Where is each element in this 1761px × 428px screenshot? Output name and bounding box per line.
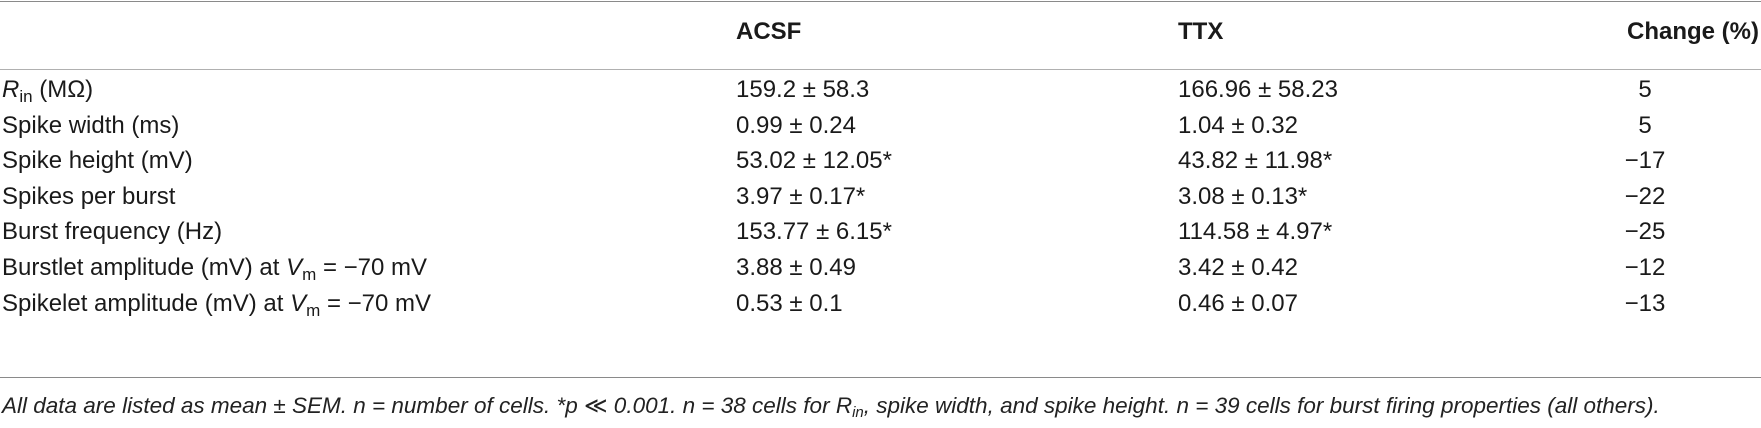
- change-value: 5: [1638, 76, 1652, 103]
- row-label-condition: = −70 mV: [320, 290, 432, 317]
- ttx-value: 1.04 ± 0.32: [1178, 112, 1298, 139]
- footnote-subscript: in: [852, 404, 864, 421]
- row-label-subscript: m: [306, 301, 321, 320]
- row-label-variable: V: [290, 290, 307, 317]
- column-header-ttx: TTX: [1178, 18, 1224, 45]
- change-value: −17: [1624, 147, 1666, 174]
- column-header-acsf: ACSF: [736, 18, 802, 45]
- row-label-unit: (MΩ): [32, 76, 94, 103]
- table-bottom-rule: [0, 377, 1761, 378]
- table-row: Burst frequency (Hz) 153.77 ± 6.15* 114.…: [0, 212, 1761, 252]
- footnote-text-start: All data are listed as mean ± SEM. n = n…: [2, 393, 853, 418]
- row-label-subscript: in: [19, 87, 33, 106]
- acsf-value: 53.02 ± 12.05*: [736, 147, 892, 174]
- acsf-value: 3.97 ± 0.17*: [736, 183, 866, 210]
- row-label: Spikelet amplitude (mV) at Vm = −70 mV: [2, 284, 431, 331]
- row-label-text: Burstlet amplitude (mV) at: [2, 254, 287, 281]
- acsf-value: 3.88 ± 0.49: [736, 254, 856, 281]
- table-row: Spike height (mV) 53.02 ± 12.05* 43.82 ±…: [0, 141, 1761, 181]
- ttx-value: 3.08 ± 0.13*: [1178, 183, 1308, 210]
- header-rule: [0, 69, 1761, 70]
- change-value: −13: [1624, 290, 1666, 317]
- row-label-variable: V: [286, 254, 303, 281]
- table-row: Spikelet amplitude (mV) at Vm = −70 mV 0…: [0, 284, 1761, 324]
- table-top-rule: [0, 1, 1761, 2]
- acsf-value: 153.77 ± 6.15*: [736, 218, 892, 245]
- acsf-value: 0.53 ± 0.1: [736, 290, 843, 317]
- footnote-text-end: , spike width, and spike height. n = 39 …: [863, 393, 1660, 418]
- ttx-value: 43.82 ± 11.98*: [1178, 147, 1333, 174]
- table-row: Burstlet amplitude (mV) at Vm = −70 mV 3…: [0, 248, 1761, 288]
- row-label: Burst frequency (Hz): [2, 218, 223, 245]
- table-row: Spike width (ms) 0.99 ± 0.24 1.04 ± 0.32…: [0, 106, 1761, 146]
- change-value: −22: [1624, 183, 1666, 210]
- table-footnote: All data are listed as mean ± SEM. n = n…: [2, 391, 1759, 428]
- column-header-change: Change (%): [1627, 18, 1759, 45]
- row-label-condition: = −70 mV: [316, 254, 428, 281]
- table-row: Rin (MΩ) 159.2 ± 58.3 166.96 ± 58.23 5: [0, 70, 1761, 110]
- change-value: −12: [1624, 254, 1666, 281]
- row-label: Spikes per burst: [2, 183, 176, 210]
- ttx-value: 0.46 ± 0.07: [1178, 290, 1298, 317]
- table-row: Spikes per burst 3.97 ± 0.17* 3.08 ± 0.1…: [0, 177, 1761, 217]
- row-label: Spike height (mV): [2, 147, 193, 174]
- row-label-text: Spikelet amplitude (mV) at: [2, 290, 291, 317]
- acsf-value: 0.99 ± 0.24: [736, 112, 856, 139]
- row-label-symbol: R: [2, 76, 20, 103]
- acsf-value: 159.2 ± 58.3: [736, 76, 870, 103]
- change-value: 5: [1638, 112, 1652, 139]
- row-label: Burstlet amplitude (mV) at Vm = −70 mV: [2, 248, 427, 295]
- ttx-value: 114.58 ± 4.97*: [1178, 218, 1333, 245]
- row-label: Rin (MΩ): [2, 70, 93, 117]
- row-label: Spike width (ms): [2, 112, 180, 139]
- change-value: −25: [1624, 218, 1666, 245]
- ttx-value: 166.96 ± 58.23: [1178, 76, 1338, 103]
- row-label-subscript: m: [302, 265, 317, 284]
- ttx-value: 3.42 ± 0.42: [1178, 254, 1298, 281]
